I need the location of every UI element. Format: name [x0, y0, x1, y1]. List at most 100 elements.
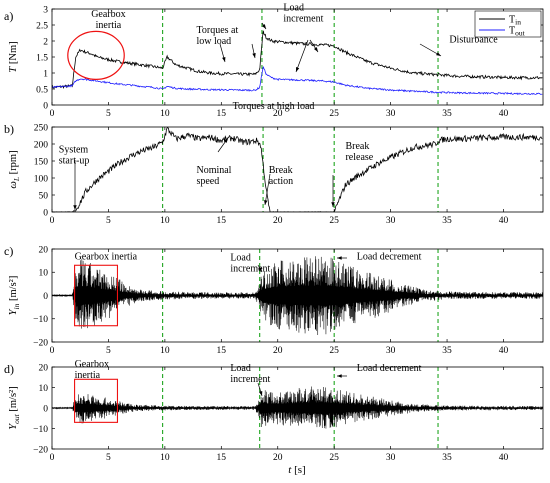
annotation-arrow-head [296, 67, 300, 72]
annotation-text: Torques at [196, 25, 238, 36]
x-tick-label: 35 [442, 216, 452, 226]
x-tick-label: 0 [50, 216, 55, 226]
x-tick-label: 5 [106, 453, 111, 463]
y-tick-label: 0 [43, 208, 48, 218]
annotation-text: Nominal [196, 165, 231, 176]
annotation-text: Load decrement [357, 363, 422, 374]
series-line-b [52, 127, 543, 212]
x-axis-label: t [s] [288, 464, 305, 476]
x-tick-label: 30 [386, 109, 396, 119]
x-tick-label: 10 [160, 453, 170, 463]
plot-area-a [52, 9, 543, 105]
annotation-text: Load [283, 3, 304, 14]
x-tick-label: 35 [442, 109, 452, 119]
legend-box [474, 10, 542, 38]
panel-label-c: c) [4, 244, 13, 258]
annotation-text: Load [230, 253, 251, 264]
y-axis-label-sub: out [12, 413, 21, 424]
highlight-box [74, 264, 119, 327]
x-tick-label: 20 [273, 453, 283, 463]
annotation-arrow-head [222, 57, 226, 62]
y-tick-label: −10 [33, 425, 48, 435]
y-axis-label-a: T [Nm] [8, 41, 19, 72]
y-axis-label-symbol: T [8, 66, 19, 73]
panel-c: c) Yin [m/s²] 0 5 10 15 20 25 30 35 40 −20 −10 0 10 20 G… [4, 244, 544, 356]
x-tick-label: 0 [50, 109, 55, 119]
legend-label: Tin [509, 15, 521, 27]
annotation-text: Break [269, 165, 293, 176]
panel-d: d) Yout [m/s²] 0 5 10 15 20 25 30 35 40 −20 −10 0 10 20… [4, 359, 544, 463]
x-tick-label: 30 [386, 216, 396, 226]
y-tick-label: 150 [34, 157, 49, 167]
annotation-text: low load [196, 36, 231, 47]
y-tick-label: 1.5 [36, 53, 48, 63]
y-tick-label: 0 [43, 101, 48, 111]
y-axis-label-sub: L [12, 177, 21, 182]
y-axis-label-c: Yin [m/s²] [8, 276, 21, 316]
x-tick-label: 20 [273, 346, 283, 356]
y-tick-label: 100 [34, 174, 49, 184]
x-tick-label: 30 [386, 346, 396, 356]
y-tick-label: 10 [39, 269, 49, 279]
annotation-arrow-head [331, 202, 335, 207]
legend-label-main: T [509, 15, 515, 26]
series-line-tin [52, 30, 543, 89]
legend-label: Tout [509, 26, 526, 38]
annotation-text: inertia [96, 20, 122, 31]
y-tick-label: 0.5 [36, 85, 48, 95]
y-tick-label: 50 [39, 191, 49, 201]
annotation-arrow-head [258, 267, 262, 272]
y-axis-label-sub: in [12, 303, 21, 309]
panel-a: a) T [Nm] 0 5 10 15 20 25 30 35 40 0 0.5 1 1.5 2 2.5 3 Gea… [4, 3, 544, 119]
annotation-arrow-head [73, 205, 77, 210]
y-axis-label-unit: [Nm] [8, 41, 19, 66]
y-axis-label-unit: [m/s²] [8, 276, 19, 304]
annotation-arrow-line [295, 39, 309, 73]
vibration-signal-d [52, 386, 543, 429]
annotation-arrow-head [337, 256, 342, 260]
annotation-text: increment [230, 264, 270, 275]
x-tick-label: 25 [329, 346, 339, 356]
x-tick-label: 40 [499, 109, 509, 119]
annotation-text: inertia [75, 370, 101, 381]
y-tick-label: 1 [43, 69, 48, 79]
annotation-arrow-head [223, 138, 228, 143]
x-tick-label: 5 [106, 216, 111, 226]
annotation-text: Break [345, 141, 369, 152]
y-axis-label-symbol: ω [8, 181, 19, 188]
x-tick-label: 10 [160, 109, 170, 119]
panel-label-b: b) [4, 122, 14, 136]
panel-b: b) ωL [rpm] 0 5 10 15 20 25 30 35 40 0 50 100 150 200 25… [4, 122, 544, 226]
plot-area-d [52, 367, 543, 449]
x-tick-label: 30 [386, 453, 396, 463]
annotation-arrow-head [436, 52, 441, 56]
annotation-text: Gearbox [75, 359, 109, 370]
annotation-arrow-head [337, 374, 342, 378]
y-axis-label-unit: [rpm] [8, 150, 19, 177]
annotation-text: speed [196, 176, 219, 187]
y-tick-label: 2 [43, 37, 48, 47]
annotation-arrow-head [258, 391, 263, 396]
y-axis-label-unit: [m/s²] [8, 386, 19, 414]
y-tick-label: 3 [43, 5, 48, 15]
annotation-arrow-head [264, 200, 268, 205]
annotation-text: Load decrement [357, 251, 422, 262]
highlight-box [74, 378, 119, 423]
x-tick-label: 25 [329, 216, 339, 226]
x-tick-label: 15 [217, 346, 227, 356]
x-tick-label: 40 [499, 216, 509, 226]
x-axis-label-unit: [s] [291, 464, 305, 476]
y-tick-label: 2.5 [36, 21, 48, 31]
legend-label-sub: out [515, 29, 526, 38]
plot-area-b [52, 127, 543, 212]
panel-label-a: a) [4, 9, 13, 23]
x-tick-label: 15 [217, 453, 227, 463]
legend-label-sub: in [515, 18, 521, 27]
annotation-text: Disturbance [449, 35, 498, 46]
series-line-tout [52, 66, 543, 96]
x-tick-label: 40 [499, 453, 509, 463]
y-tick-label: 20 [39, 245, 49, 255]
x-tick-label: 20 [273, 216, 283, 226]
x-tick-label: 5 [106, 109, 111, 119]
annotation-text: release [345, 152, 373, 163]
